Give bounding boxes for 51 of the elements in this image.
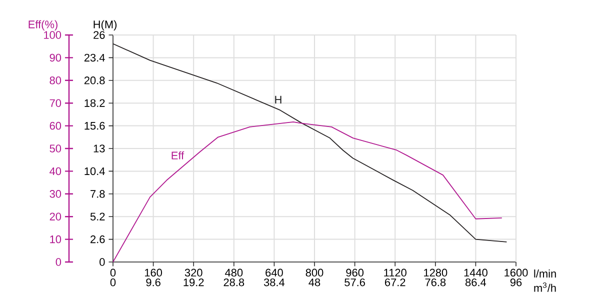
x-tick-label: 480 [225, 268, 243, 277]
y2-tick-label: 23.4 [84, 54, 105, 62]
y-tick-label: 30 [50, 190, 62, 198]
y2-tick-label: 7.8 [90, 190, 105, 198]
x-tick-label: 160 [144, 268, 162, 277]
x2-tick-label: 28.8 [224, 278, 244, 286]
annotation: H [275, 96, 282, 104]
y-tick-label: 20 [50, 212, 62, 220]
x-axis-title: l/min [534, 270, 556, 278]
x-tick-label: 800 [306, 268, 324, 277]
x-tick-label: 1440 [464, 268, 488, 277]
annotation: Eff [172, 151, 184, 160]
x2-tick-label: 76.8 [425, 278, 446, 286]
x2-tick-label: 86.4 [466, 278, 486, 286]
x-tick-label: 1280 [424, 268, 448, 277]
y2-tick-label: 13 [94, 144, 105, 152]
y2-tick-label: 18.2 [84, 99, 105, 107]
x2-tick-label: 57.6 [344, 278, 365, 286]
y2-axis-title: H(M) [94, 20, 117, 30]
y-tick-label: 60 [50, 122, 62, 130]
y-tick-label: 90 [50, 54, 62, 62]
x-tick-label: 640 [266, 268, 283, 277]
x2-tick-label: 96 [510, 278, 522, 286]
y-tick-label: 0 [56, 258, 62, 266]
y2-tick-label: 26 [94, 31, 105, 39]
x2-tick-label: 0 [110, 278, 116, 286]
y-tick-label: 100 [44, 31, 62, 39]
x-tick-label: 1600 [504, 268, 528, 277]
y2-tick-label: 5.2 [90, 212, 105, 220]
line-series [112, 121, 502, 262]
x-tick-label: 320 [184, 268, 202, 277]
x2-tick-label: 38.4 [264, 278, 285, 286]
x2-axis-title: m$^{3}$/h [534, 282, 556, 292]
y-tick-label: 40 [50, 167, 62, 176]
y-tick-label: 50 [50, 144, 62, 152]
x2-tick-label: 67.2 [384, 278, 406, 286]
y-axis-title: Eff(%) [28, 20, 58, 30]
x2-tick-label: 9.6 [146, 278, 160, 286]
y2-tick-label: 10.4 [84, 167, 105, 176]
x-tick-label: 1120 [384, 268, 406, 277]
x-tick-label: 960 [346, 268, 364, 277]
y2-tick-label: 15.6 [84, 122, 105, 130]
y-tick-label: 80 [50, 76, 62, 84]
y-tick-label: 10 [50, 235, 62, 244]
y-tick-label: 70 [50, 99, 62, 107]
x-tick-label: 0 [110, 268, 116, 277]
y2-tick-label: 2.6 [90, 235, 105, 244]
y2-tick-label: 0 [100, 258, 105, 266]
x2-tick-label: 48 [308, 278, 320, 286]
x2-tick-label: 19.2 [184, 278, 204, 286]
y2-tick-label: 20.8 [84, 76, 105, 84]
